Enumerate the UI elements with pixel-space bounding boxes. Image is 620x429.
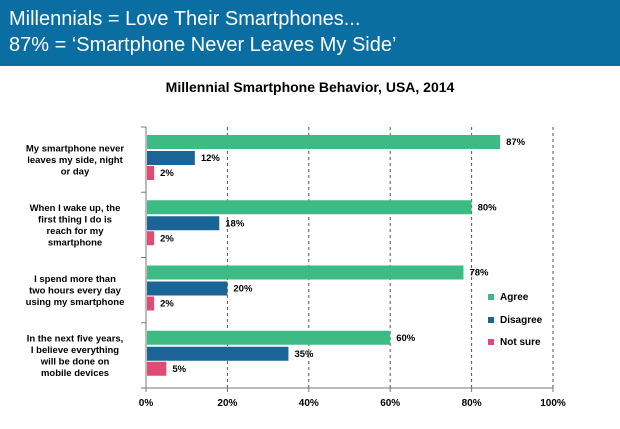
bar-disagree xyxy=(147,151,195,165)
data-label: 2% xyxy=(160,299,174,310)
data-label: 5% xyxy=(172,364,186,375)
header-banner: Millennials = Love Their Smartphones... … xyxy=(0,0,620,66)
x-tick-label: 20% xyxy=(217,398,237,409)
x-tick-label: 60% xyxy=(380,398,400,409)
bar-not-sure xyxy=(147,361,167,376)
data-label: 35% xyxy=(294,349,314,360)
x-tick-label: 80% xyxy=(462,398,482,409)
bar-agree xyxy=(147,135,501,149)
data-label: 2% xyxy=(160,233,174,244)
legend-label: Not sure xyxy=(500,337,541,348)
category-label: My smartphone never leaves my side, night… xyxy=(26,144,124,178)
header-title-line-2: 87% = ‘Smartphone Never Leaves My Side’ xyxy=(9,34,397,56)
data-label: 80% xyxy=(478,202,498,213)
legend-swatch xyxy=(488,339,494,345)
category-label: I spend more than two hours every day usin… xyxy=(26,274,125,308)
bar-disagree xyxy=(147,346,289,361)
bar-not-sure xyxy=(147,231,155,246)
category-label: In the next five years, I believe everyth… xyxy=(27,334,124,380)
data-label: 18% xyxy=(225,218,245,229)
legend-swatch xyxy=(488,317,494,323)
bar-not-sure xyxy=(147,296,155,311)
data-label: 20% xyxy=(233,284,253,295)
legend-label: Disagree xyxy=(500,315,543,326)
x-tick-label: 0% xyxy=(139,398,154,409)
chart-title: Millennial Smartphone Behavior, USA, 201… xyxy=(165,79,455,95)
data-label: 2% xyxy=(160,168,174,179)
data-label: 78% xyxy=(469,268,489,279)
bar-agree xyxy=(147,265,464,280)
x-tick-label: 100% xyxy=(540,398,566,409)
data-label: 87% xyxy=(506,137,526,148)
bar-agree xyxy=(147,200,472,215)
bar-disagree xyxy=(147,281,228,296)
x-tick-label: 40% xyxy=(299,398,319,409)
bar-disagree xyxy=(147,216,220,231)
data-label: 60% xyxy=(396,333,416,344)
category-label: When I wake up, the first thing I do is re… xyxy=(30,203,121,249)
data-label: 12% xyxy=(201,153,221,164)
legend-label: Agree xyxy=(500,292,529,303)
legend-swatch xyxy=(488,294,494,300)
header-title-line-1: Millennials = Love Their Smartphones... xyxy=(9,8,361,30)
bar-agree xyxy=(147,330,391,345)
bar-not-sure xyxy=(147,166,155,180)
